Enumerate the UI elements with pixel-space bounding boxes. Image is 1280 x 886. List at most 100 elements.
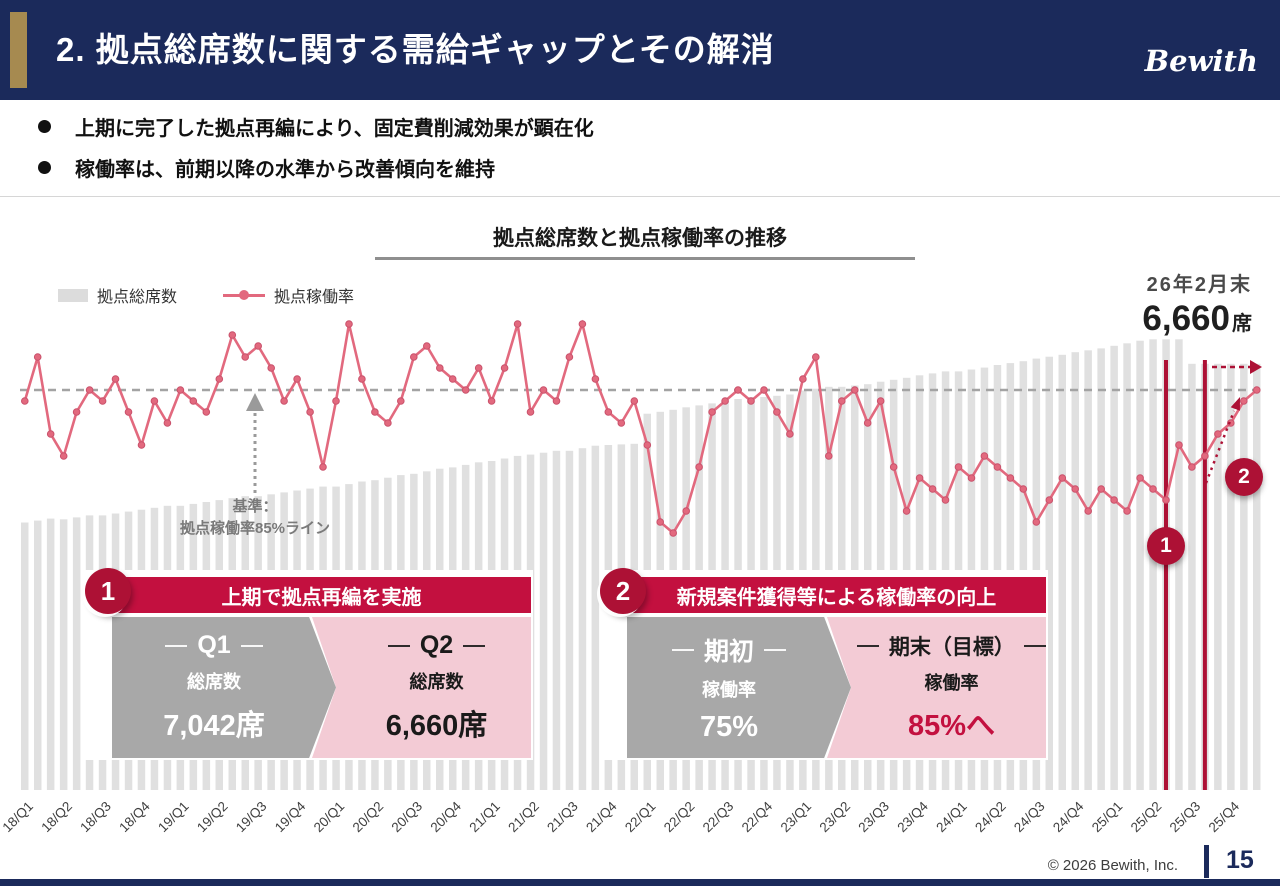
dash-icon [387, 644, 410, 647]
key-point-text: 稼働率は、前期以降の水準から改善傾向を維持 [75, 159, 495, 181]
baseline-note: 基準： 拠点稼働率85%ライン [145, 496, 365, 540]
svg-text:24/Q3: 24/Q3 [1011, 799, 1048, 836]
svg-text:20/Q2: 20/Q2 [350, 799, 387, 836]
section-divider [0, 196, 1280, 197]
x-axis-labels: 18/Q1 18/Q2 18/Q3 18/Q4 19/Q1 19/Q2 19/Q3 19/Q4… [0, 798, 1243, 835]
bewith-logo: Bewith [1144, 44, 1258, 78]
legend-item-seats: 拠点総席数 [58, 283, 177, 307]
callout1-before-label-text: Q1 [197, 631, 231, 659]
callout1-before-label: Q1 [165, 631, 263, 660]
callout1-after-caption: 総席数 [409, 672, 464, 692]
end-seat-count: 6,660 席 [1142, 299, 1252, 339]
legend-item-rate: 拠点稼働率 [223, 283, 354, 307]
end-annotation: 26年2月末 6,660 席 [1142, 268, 1252, 339]
key-point-item: 稼働率は、前期以降の水準から改善傾向を維持 [0, 147, 1280, 188]
dash-icon [671, 648, 694, 651]
baseline-note-line1: 基準： [232, 498, 278, 515]
callout1-title: 上期で拠点再編を実施 [112, 577, 531, 613]
end-period-label: 26年2月末 [1146, 274, 1252, 296]
callout2-after-label: 期末（目標） [857, 631, 1046, 661]
legend-label-rate: 拠点稼働率 [274, 289, 355, 306]
svg-text:18/Q3: 18/Q3 [77, 799, 114, 836]
svg-text:25/Q2: 25/Q2 [1128, 799, 1165, 836]
chart-marker-2: 2 [1225, 458, 1263, 496]
svg-text:19/Q3: 19/Q3 [233, 799, 270, 836]
svg-text:20/Q1: 20/Q1 [311, 799, 348, 836]
svg-text:24/Q1: 24/Q1 [933, 799, 970, 836]
rate-dot-icon [239, 290, 250, 300]
svg-text:22/Q3: 22/Q3 [700, 799, 737, 836]
callout1-after-chevron: Q2 総席数 6,660席 [312, 617, 531, 758]
callout-reorganization: 1 上期で拠点再編を実施 Q1 総席数 7,042席 Q2 総席数 6,660席 [85, 568, 533, 760]
callout2-number-badge: 2 [600, 568, 646, 614]
callout2-before-chevron: 期初 稼働率 75% [627, 617, 851, 758]
svg-text:22/Q4: 22/Q4 [739, 798, 776, 835]
callout2-body: 期初 稼働率 75% 期末（目標） 稼働率 85%へ [600, 617, 1048, 758]
chart-marker-1: 1 [1147, 527, 1185, 565]
svg-text:21/Q1: 21/Q1 [466, 799, 503, 836]
dash-icon [240, 644, 263, 647]
callout-utilization: 2 新規案件獲得等による稼働率の向上 期初 稼働率 75% 期末（目標） 稼働率… [600, 568, 1048, 760]
svg-text:21/Q4: 21/Q4 [583, 798, 620, 835]
svg-text:23/Q2: 23/Q2 [817, 799, 854, 836]
svg-text:23/Q1: 23/Q1 [778, 799, 815, 836]
callout2-after-value: 85%へ [907, 710, 996, 743]
page-title: 2. 拠点総席数に関する需給ギャップとその解消 [56, 31, 775, 68]
utilization-line [23, 319, 1258, 535]
callout1-before-chevron: Q1 総席数 7,042席 [112, 617, 336, 758]
svg-text:22/Q1: 22/Q1 [622, 799, 659, 836]
svg-text:22/Q2: 22/Q2 [661, 799, 698, 836]
header-accent-bar [10, 12, 27, 88]
callout1-before-value: 7,042席 [163, 710, 265, 742]
callout2-before-label-text: 期初 [703, 637, 754, 666]
rate-line-swatch-icon [223, 290, 266, 300]
callout1-body: Q1 総席数 7,042席 Q2 総席数 6,660席 [85, 617, 533, 758]
svg-text:23/Q3: 23/Q3 [855, 799, 892, 836]
callout1-number-badge: 1 [85, 568, 131, 614]
highlight-vertical-lines [1164, 360, 1207, 790]
svg-text:18/Q2: 18/Q2 [38, 799, 75, 836]
svg-text:18/Q4: 18/Q4 [116, 798, 153, 835]
copyright-text: © 2026 Bewith, Inc. [1047, 857, 1178, 874]
chart-title-underline [375, 257, 915, 260]
seats-bar-swatch-icon [58, 288, 88, 302]
dash-icon [857, 644, 879, 647]
utilization-point-markers [21, 320, 1261, 537]
svg-text:19/Q1: 19/Q1 [155, 799, 192, 836]
svg-text:25/Q3: 25/Q3 [1167, 799, 1204, 836]
svg-text:21/Q2: 21/Q2 [505, 799, 542, 836]
page-number-accent-bar [1204, 845, 1209, 878]
callout2-before-caption: 稼働率 [702, 680, 756, 700]
svg-text:25/Q4: 25/Q4 [1206, 798, 1243, 835]
key-point-item: 上期に完了した拠点再編により、固定費削減効果が顕在化 [0, 106, 1280, 147]
baseline-note-line2: 拠点稼働率85%ライン [179, 519, 331, 537]
baseline-pointer-arrowhead-icon [246, 393, 264, 411]
dash-icon [1024, 644, 1046, 647]
callout1-after-label: Q2 [387, 631, 486, 660]
dash-icon [463, 644, 486, 647]
chart-title: 拠点総席数と拠点稼働率の推移 [493, 227, 787, 250]
bullet-icon [38, 120, 51, 133]
slide-header: 2. 拠点総席数に関する需給ギャップとその解消 Bewith [0, 0, 1280, 100]
svg-text:24/Q2: 24/Q2 [972, 799, 1009, 836]
page-number: 15 [1226, 846, 1254, 874]
target-level-arrowhead-icon [1250, 360, 1262, 374]
key-point-text: 上期に完了した拠点再編により、固定費削減効果が顕在化 [75, 118, 594, 140]
callout2-after-caption: 稼働率 [924, 672, 979, 693]
svg-text:18/Q1: 18/Q1 [0, 799, 36, 836]
svg-text:20/Q4: 20/Q4 [427, 798, 464, 835]
svg-text:23/Q4: 23/Q4 [894, 798, 931, 835]
callout1-after-label-text: Q2 [419, 631, 454, 659]
dash-icon [764, 648, 786, 651]
svg-text:25/Q1: 25/Q1 [1089, 799, 1126, 836]
end-seat-number: 6,660 [1142, 299, 1230, 338]
callout2-title: 新規案件獲得等による稼働率の向上 [627, 577, 1046, 613]
svg-text:21/Q3: 21/Q3 [544, 799, 581, 836]
bottom-navy-strip [0, 879, 1280, 886]
callout2-before-value: 75% [699, 710, 759, 743]
svg-text:19/Q2: 19/Q2 [194, 799, 231, 836]
svg-text:19/Q4: 19/Q4 [272, 798, 309, 835]
legend-label-seats: 拠点総席数 [97, 289, 178, 306]
callout1-before-caption: 総席数 [187, 672, 241, 692]
chart-legend: 拠点総席数 拠点稼働率 [58, 283, 354, 307]
